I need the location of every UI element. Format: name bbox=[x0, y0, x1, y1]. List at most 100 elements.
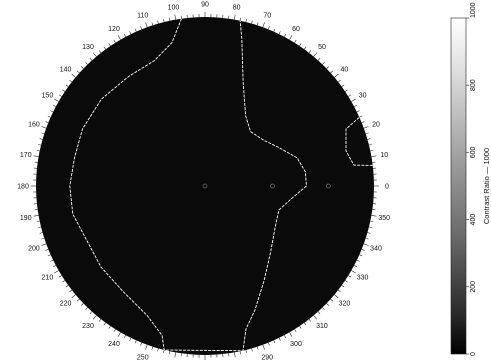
angular-tick-mark bbox=[341, 84, 345, 87]
angular-tick-mark bbox=[299, 325, 302, 329]
angular-tick-mark bbox=[371, 155, 377, 157]
angular-tick-ring bbox=[31, 12, 379, 360]
angle-label-160: 160 bbox=[28, 121, 40, 128]
angular-tick-mark bbox=[367, 232, 371, 234]
angular-tick-mark bbox=[157, 348, 159, 352]
polar-disc bbox=[36, 17, 374, 355]
angular-tick-mark bbox=[330, 70, 334, 74]
angular-tick-mark bbox=[151, 22, 154, 26]
angular-tick-mark bbox=[33, 215, 39, 217]
angular-tick-mark bbox=[322, 307, 325, 310]
angular-tick-mark bbox=[330, 298, 334, 302]
center-marker bbox=[202, 183, 208, 189]
angular-tick-mark bbox=[268, 26, 270, 30]
angular-tick-mark bbox=[89, 311, 93, 315]
angle-label-120: 120 bbox=[108, 26, 120, 33]
angle-label-60: 60 bbox=[292, 26, 300, 33]
angular-tick-mark bbox=[98, 50, 102, 54]
angle-label-50: 50 bbox=[318, 44, 326, 51]
center-marker bbox=[270, 183, 275, 189]
angular-tick-mark bbox=[168, 351, 171, 355]
angular-tick-mark bbox=[262, 344, 265, 350]
angular-tick-mark bbox=[313, 52, 318, 57]
angle-label-0: 0 bbox=[385, 184, 389, 191]
angular-tick-mark bbox=[58, 94, 62, 97]
angular-tick-mark bbox=[251, 348, 253, 352]
angular-tick-mark bbox=[363, 126, 369, 129]
angular-tick-mark bbox=[134, 28, 137, 32]
angular-tick-mark bbox=[65, 285, 69, 288]
angle-label-30: 30 bbox=[359, 93, 367, 100]
angular-tick-mark bbox=[140, 26, 142, 30]
angular-tick-mark bbox=[36, 220, 40, 223]
angular-tick-mark bbox=[326, 303, 329, 306]
angular-tick-mark bbox=[294, 329, 297, 333]
angular-tick-mark bbox=[39, 232, 43, 234]
angular-tick-mark bbox=[108, 43, 111, 47]
angular-tick-mark bbox=[62, 89, 66, 92]
angular-tick-mark bbox=[38, 226, 42, 228]
angle-label-80: 80 bbox=[233, 4, 241, 11]
angular-tick-mark bbox=[41, 126, 47, 129]
angular-tick-mark bbox=[117, 35, 121, 40]
angular-tick-mark bbox=[85, 307, 88, 310]
angular-tick-mark bbox=[370, 149, 374, 152]
angle-label-240: 240 bbox=[108, 341, 120, 348]
angular-tick-mark bbox=[359, 254, 363, 257]
angular-tick-mark bbox=[41, 237, 45, 240]
angular-tick-mark bbox=[344, 89, 348, 92]
angular-tick-mark bbox=[356, 259, 360, 262]
angular-tick-mark bbox=[284, 335, 287, 339]
angular-tick-mark bbox=[163, 19, 165, 23]
angular-tick-mark bbox=[38, 144, 42, 146]
angle-label-140: 140 bbox=[60, 67, 72, 74]
angular-tick-mark bbox=[103, 46, 106, 50]
angular-tick-mark bbox=[113, 329, 116, 333]
contour-line-main bbox=[69, 18, 307, 352]
angular-tick-mark bbox=[341, 285, 345, 288]
angular-tick-mark bbox=[52, 265, 56, 268]
center-marker bbox=[326, 183, 331, 189]
colorbar-tick-label-800: 800 bbox=[470, 79, 477, 91]
angular-tick-mark bbox=[123, 335, 126, 339]
colorbar-tick-label-400: 400 bbox=[470, 214, 477, 226]
angle-label-180: 180 bbox=[17, 184, 29, 191]
angle-label-20: 20 bbox=[372, 121, 380, 128]
angle-label-210: 210 bbox=[42, 275, 54, 282]
angular-tick-mark bbox=[174, 14, 176, 20]
angular-tick-mark bbox=[278, 31, 281, 35]
angular-tick-mark bbox=[81, 303, 84, 306]
angle-label-70: 70 bbox=[263, 12, 271, 19]
angular-tick-mark bbox=[351, 98, 356, 102]
angular-tick-mark bbox=[334, 73, 339, 78]
angular-tick-mark bbox=[41, 132, 45, 135]
angle-label-10: 10 bbox=[380, 152, 388, 159]
angular-tick-mark bbox=[168, 17, 171, 21]
angular-tick-mark bbox=[273, 28, 276, 32]
angular-tick-mark bbox=[354, 104, 358, 107]
colorbar-tick-label-600: 600 bbox=[470, 146, 477, 158]
angular-tick-mark bbox=[262, 22, 265, 28]
angular-tick-mark bbox=[52, 104, 56, 107]
angular-tick-mark bbox=[356, 110, 360, 113]
angular-tick-mark bbox=[47, 254, 51, 257]
angular-tick-mark bbox=[317, 57, 321, 61]
angular-tick-mark bbox=[92, 315, 97, 320]
angular-tick-mark bbox=[308, 50, 312, 54]
angular-tick-mark bbox=[308, 318, 312, 322]
angular-tick-mark bbox=[299, 43, 302, 47]
angle-label-200: 200 bbox=[28, 246, 40, 253]
angular-tick-mark bbox=[363, 243, 369, 246]
angular-tick-mark bbox=[245, 349, 247, 353]
colorbar-tick-label-1000: 1000 bbox=[470, 2, 477, 18]
angle-label-330: 330 bbox=[357, 275, 369, 282]
angular-tick-mark bbox=[129, 31, 132, 35]
angular-tick-mark bbox=[71, 73, 76, 78]
angular-tick-mark bbox=[371, 215, 377, 217]
angular-tick-mark bbox=[284, 33, 287, 37]
angular-tick-mark bbox=[344, 280, 348, 283]
angular-tick-mark bbox=[337, 79, 341, 83]
angular-tick-mark bbox=[278, 337, 281, 341]
angle-label-170: 170 bbox=[20, 152, 32, 159]
angular-tick-mark bbox=[54, 270, 59, 274]
